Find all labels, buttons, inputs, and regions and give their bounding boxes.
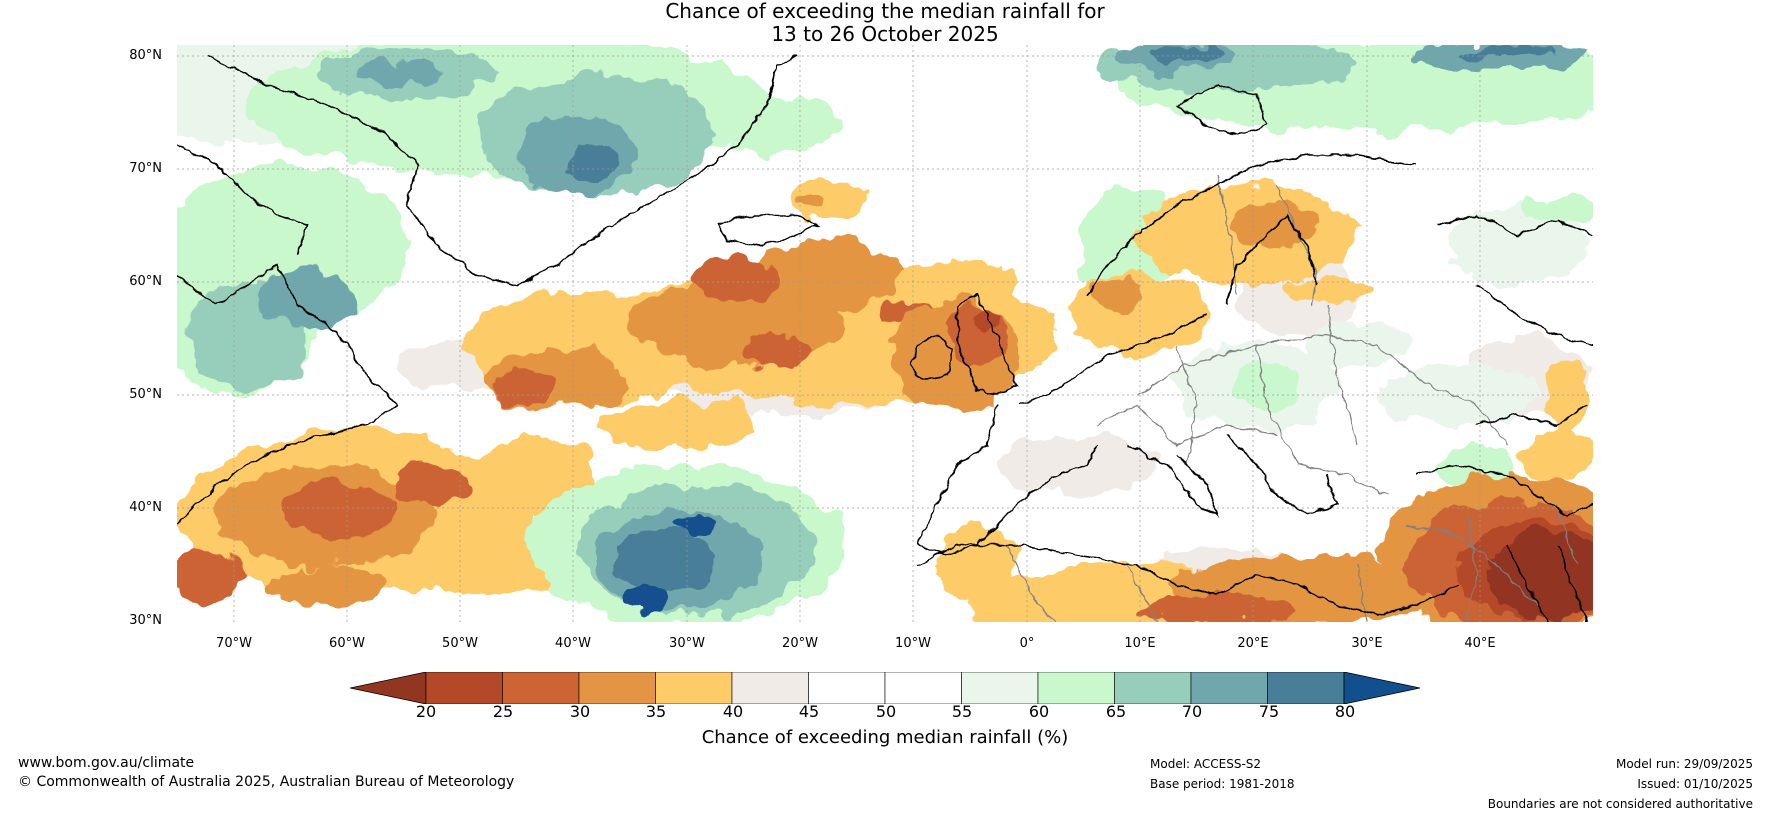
colorbar-segment (578, 671, 656, 705)
lat-label-80n: 80°N (129, 48, 162, 63)
lon-label-50w: 50°W (442, 636, 478, 651)
colorbar-segment (884, 671, 962, 705)
colorbar-tick-25: 25 (492, 702, 514, 721)
probability-field (177, 45, 1593, 622)
colorbar-tick-45: 45 (798, 702, 820, 721)
footer-url: www.bom.gov.au/climate (18, 755, 195, 771)
colorbar-extend-high (1343, 671, 1421, 705)
colorbar-tick-80: 80 (1334, 702, 1356, 721)
colorbar-segment (961, 671, 1039, 705)
colorbar-segment (808, 671, 886, 705)
chart-title-line-2: 13 to 26 October 2025 (771, 22, 999, 46)
colorbar-tick-60: 60 (1028, 702, 1050, 721)
colorbar-segment (731, 671, 809, 705)
colorbar-label: Chance of exceeding median rainfall (%) (701, 727, 1069, 748)
lat-label-60n: 60°N (129, 274, 162, 289)
lat-label-50n: 50°N (129, 387, 162, 402)
lon-label-60w: 60°W (329, 636, 365, 651)
lon-label-10e: 10°E (1124, 636, 1156, 651)
coastlines (177, 54, 1593, 622)
lat-label-30n: 30°N (129, 613, 162, 628)
colorbar-tick-70: 70 (1181, 702, 1203, 721)
lon-label-30e: 30°E (1351, 636, 1383, 651)
colorbar-tick-55: 55 (951, 702, 973, 721)
colorbar-tick-40: 40 (722, 702, 744, 721)
colorbar (349, 671, 1421, 705)
footer-model-run: Model run: 29/09/2025 (1615, 757, 1753, 771)
lon-label-20e: 20°E (1237, 636, 1269, 651)
lon-label-40e: 40°E (1464, 636, 1496, 651)
colorbar-segment (425, 671, 503, 705)
colorbar-segment (1190, 671, 1268, 705)
colorbar-segment (655, 671, 733, 705)
lat-label-40n: 40°N (129, 500, 162, 515)
rainfall-map (177, 45, 1593, 622)
colorbar-segment (1114, 671, 1192, 705)
lon-label-70w: 70°W (216, 636, 252, 651)
map-canvas (177, 45, 1593, 622)
colorbar-tick-50: 50 (875, 702, 897, 721)
lon-label-0: 0° (1019, 636, 1035, 651)
colorbar-segment (1037, 671, 1115, 705)
colorbar-svg (349, 671, 1421, 705)
colorbar-segment (502, 671, 580, 705)
footer-model: Model: ACCESS-S2 (1150, 757, 1262, 771)
footer-copyright: © Commonwealth of Australia 2025, Austra… (18, 774, 515, 790)
colorbar-tick-65: 65 (1105, 702, 1127, 721)
lon-label-20w: 20°W (782, 636, 818, 651)
colorbar-extend-low (349, 671, 427, 705)
graticule (177, 45, 1593, 622)
lon-label-10w: 10°W (895, 636, 931, 651)
colorbar-tick-20: 20 (415, 702, 437, 721)
colorbar-tick-30: 30 (569, 702, 591, 721)
footer-issued: Issued: 01/10/2025 (1637, 777, 1753, 791)
chart-title-line-1: Chance of exceeding the median rainfall … (665, 0, 1105, 23)
lon-label-30w: 30°W (669, 636, 705, 651)
colorbar-tick-75: 75 (1258, 702, 1280, 721)
country-borders (1006, 174, 1578, 622)
footer-base-period: Base period: 1981-2018 (1150, 777, 1295, 791)
footer-boundaries: Boundaries are not considered authoritat… (1487, 797, 1753, 811)
colorbar-tick-35: 35 (645, 702, 667, 721)
lat-label-70n: 70°N (129, 161, 162, 176)
lon-label-40w: 40°W (555, 636, 591, 651)
colorbar-segment (1267, 671, 1345, 705)
